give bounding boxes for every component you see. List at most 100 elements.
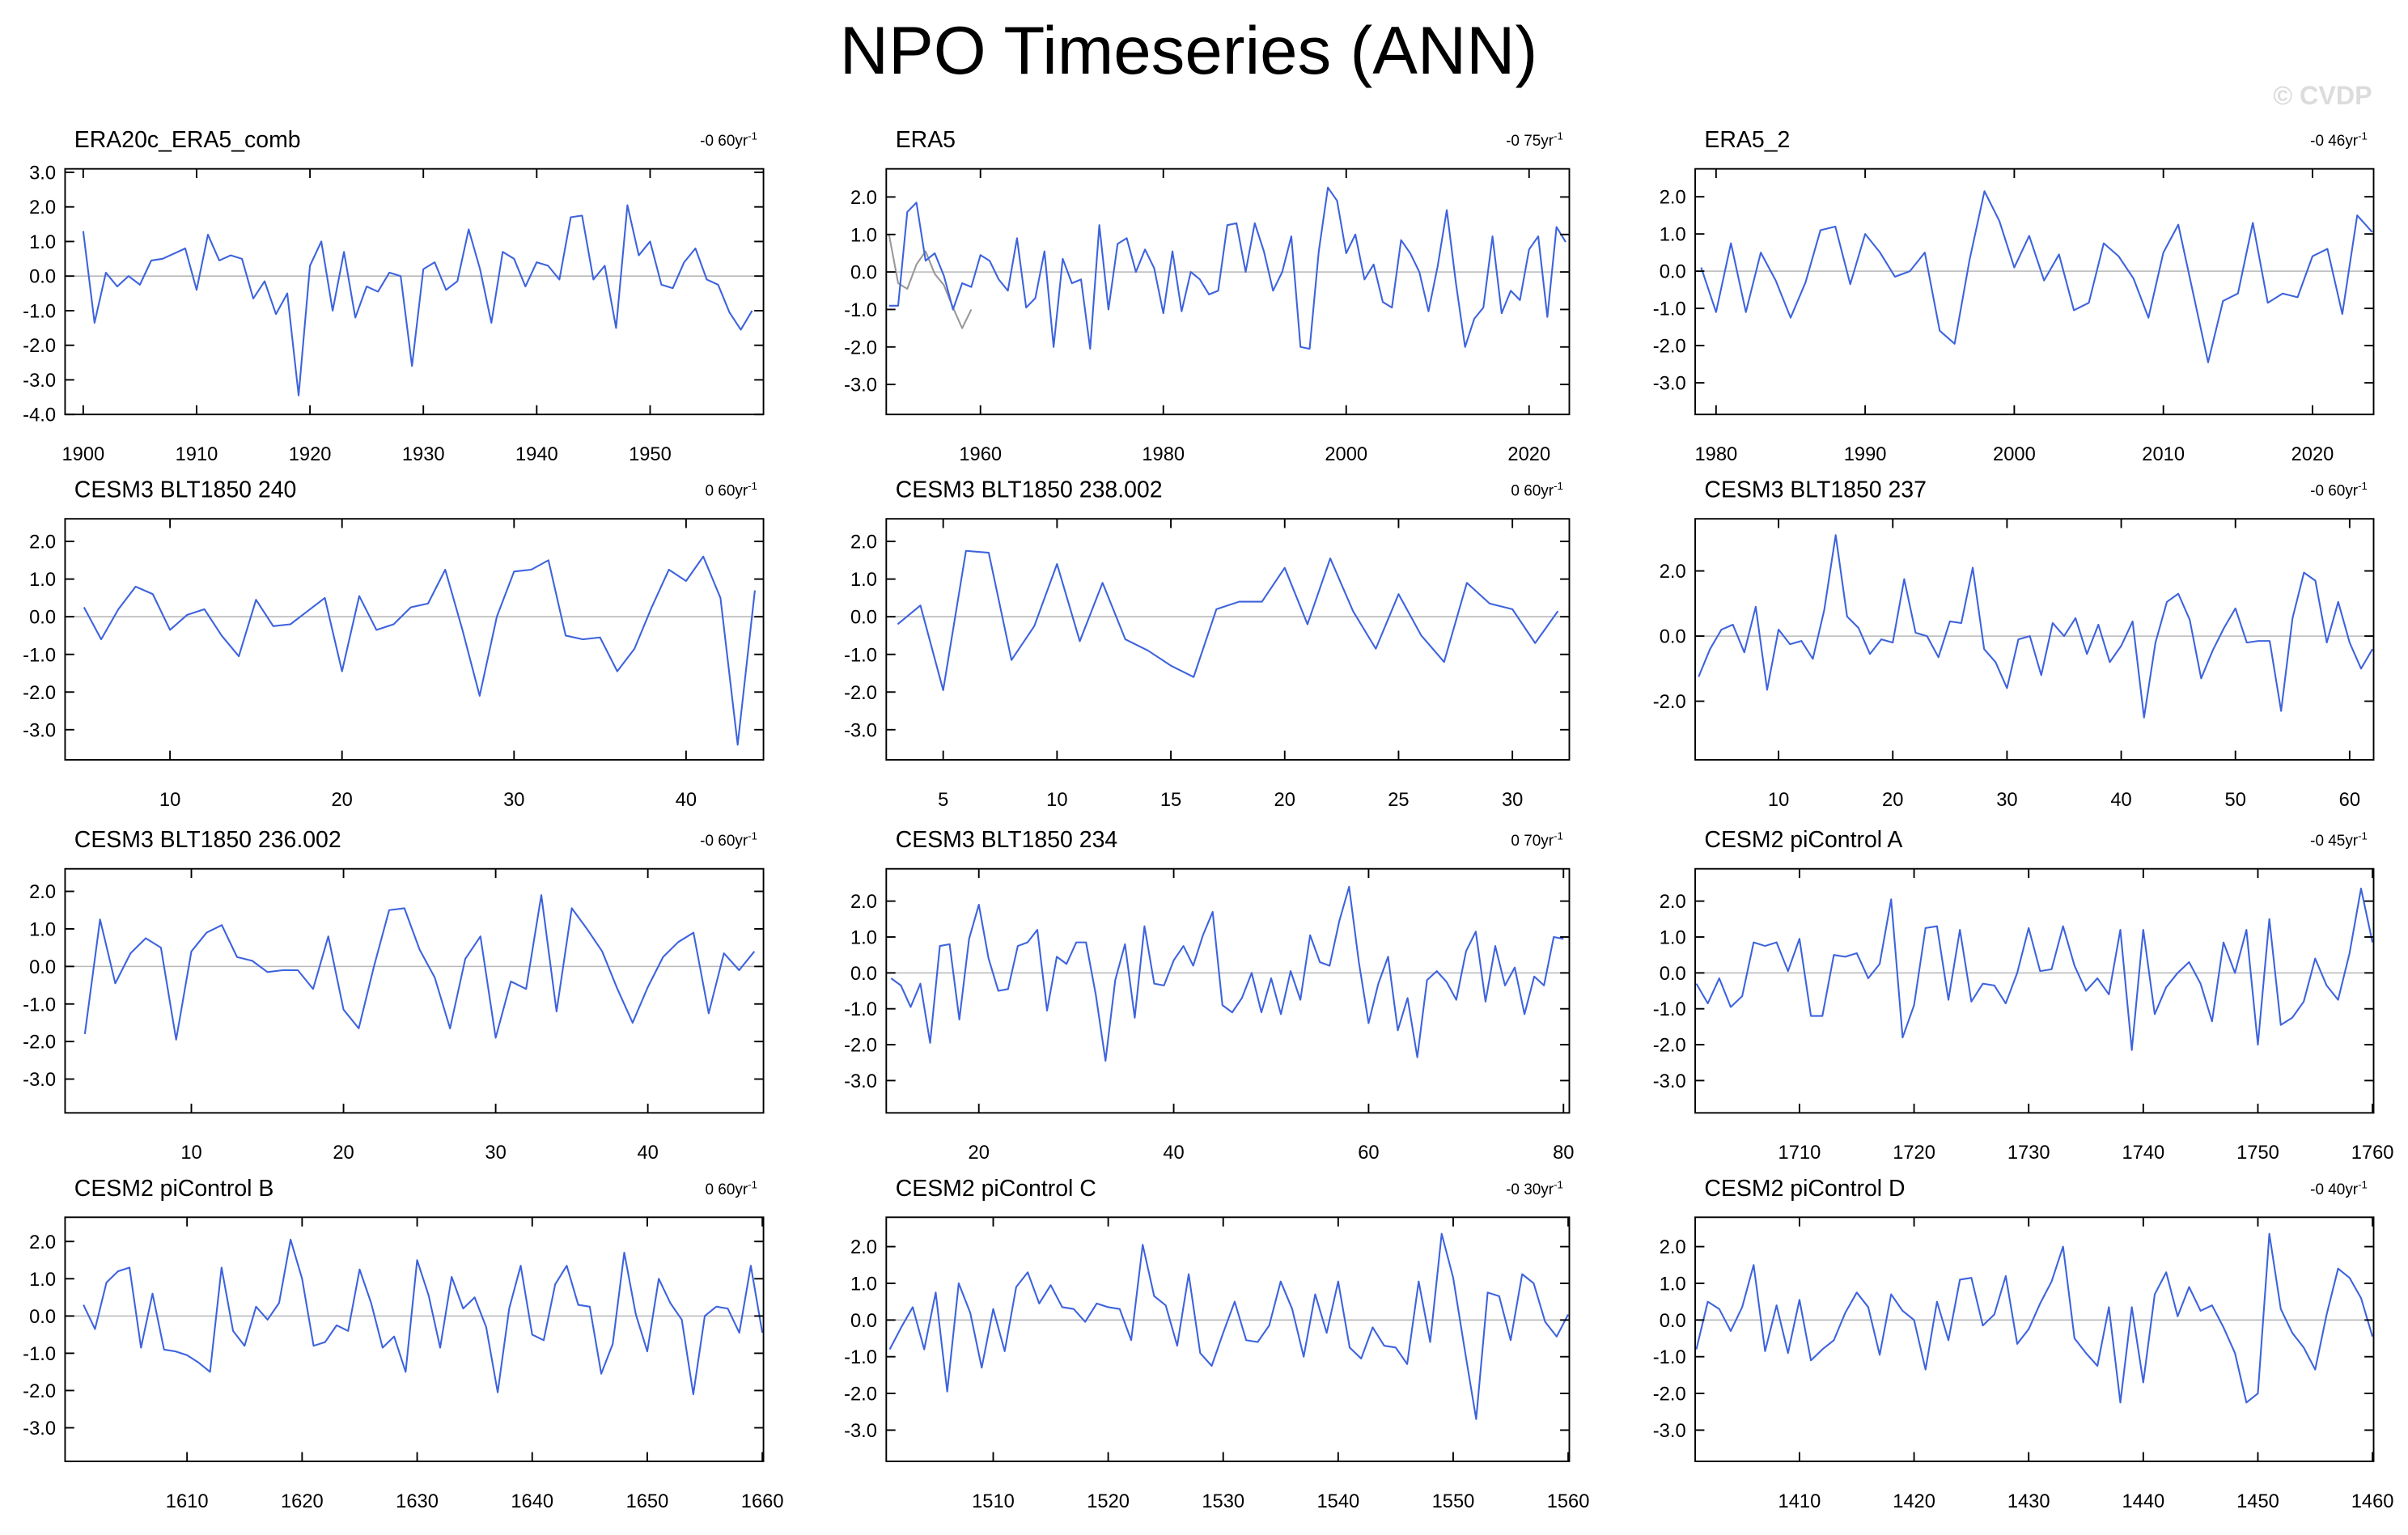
trend-exponent: -1	[1554, 830, 1563, 842]
trend-exponent: -1	[2358, 480, 2368, 492]
x-tick-label: 20	[1882, 790, 1903, 811]
figure-title: NPO Timeseries (ANN)	[840, 12, 1537, 88]
panel-title: ERA20c_ERA5_comb	[74, 127, 301, 153]
x-tick-label: 1630	[396, 1491, 439, 1512]
y-tick-label: -1.0	[844, 999, 877, 1020]
data-line	[897, 549, 1559, 691]
x-tick-label: 1450	[2236, 1491, 2279, 1512]
data-line	[82, 204, 753, 396]
x-tick-label: 1560	[1547, 1491, 1590, 1512]
x-tick-label: 2010	[2142, 444, 2185, 465]
x-tick-label: 1660	[741, 1491, 784, 1512]
trend-value: -0 30yr	[1506, 1181, 1554, 1198]
y-tick-label: 0.0	[29, 957, 56, 978]
y-tick-label: 2.0	[1660, 188, 1686, 209]
panel-title: CESM3 BLT1850 238.002	[896, 477, 1163, 503]
x-tick-label: 20	[969, 1143, 990, 1164]
plot-frame	[1694, 867, 2375, 1114]
trend-exponent: -1	[1554, 480, 1563, 492]
plot-frame	[64, 518, 765, 761]
trend-exponent: -1	[748, 1178, 757, 1190]
y-tick-label: -2.0	[1653, 692, 1686, 713]
x-tick-label: 1610	[166, 1491, 209, 1512]
data-line	[83, 894, 756, 1041]
y-tick-label: -2.0	[844, 683, 877, 704]
y-tick-label: -1.0	[844, 300, 877, 321]
y-tick-label: 0.0	[1660, 964, 1686, 985]
trend-value: -0 75yr	[1506, 133, 1554, 150]
y-tick-label: -1.0	[23, 645, 56, 666]
x-tick-label: 2000	[1993, 444, 2036, 465]
x-tick-label: 2000	[1325, 444, 1367, 465]
y-tick-label: -3.0	[23, 720, 56, 741]
y-tick-label: 0.0	[29, 1307, 56, 1328]
y-tick-label: 0.0	[1660, 627, 1686, 648]
y-tick-label: 2.0	[29, 197, 56, 218]
watermark: © CVDP	[2273, 81, 2372, 110]
x-tick-label: 1940	[515, 444, 558, 465]
panel-title: CESM2 piControl D	[1704, 1176, 1905, 1202]
plot-frame	[64, 867, 765, 1114]
x-tick-label: 1730	[2007, 1143, 2050, 1164]
x-tick-label: 1980	[1142, 444, 1185, 465]
trend-exponent: -1	[748, 130, 757, 142]
y-tick-label: -1.0	[23, 994, 56, 1016]
panel: CESM3 BLT1850 236.002 -0 60yr-1 2.0 1.0 0.0 -…	[23, 827, 765, 1164]
y-tick-label: 1.0	[29, 570, 56, 591]
y-tick-label: -2.0	[844, 1036, 877, 1057]
panel: CESM3 BLT1850 240 0 60yr-1 2.0 1.0 0.0 -1.0 -2…	[23, 477, 765, 811]
x-tick-label: 1740	[2122, 1143, 2164, 1164]
panel: CESM3 BLT1850 234 0 70yr-1 2.0 1.0 0.0 -1.0 -2…	[844, 827, 1574, 1164]
trend-exponent: -1	[748, 480, 757, 492]
plot-frame	[1694, 167, 2375, 416]
x-tick-label: 1460	[2351, 1491, 2394, 1512]
x-tick-label: 10	[1768, 790, 1789, 811]
x-tick-label: 40	[2110, 790, 2131, 811]
x-tick-label: 20	[332, 790, 353, 811]
trend-value: -0 46yr	[2310, 133, 2358, 150]
panel: ERA20c_ERA5_comb -0 60yr-1 3.0 2.0 1.0 0.0 -1.…	[23, 127, 765, 465]
y-tick-label: 1.0	[850, 1274, 877, 1295]
panel-title: CESM3 BLT1850 236.002	[74, 827, 341, 853]
trend-value: 0 60yr	[705, 1181, 748, 1198]
y-tick-label: 0.0	[850, 608, 877, 629]
trend-exponent: -1	[1554, 130, 1563, 142]
trend-value: 0 60yr	[1511, 483, 1554, 500]
x-tick-label: 1440	[2122, 1491, 2164, 1512]
trend-label: -0 45yr-1	[2310, 830, 2368, 850]
y-tick-label: -1.0	[844, 645, 877, 666]
y-tick-label: 1.0	[29, 232, 56, 253]
y-tick-label: 1.0	[850, 570, 877, 591]
y-tick-label: 1.0	[29, 1270, 56, 1291]
x-tick-label: 1410	[1778, 1491, 1821, 1512]
x-tick-label: 10	[159, 790, 180, 811]
data-line	[888, 234, 973, 329]
y-tick-label: -3.0	[1653, 1071, 1686, 1092]
panel-title: CESM3 BLT1850 240	[74, 477, 297, 503]
data-line	[1698, 534, 2374, 719]
y-tick-label: 2.0	[850, 1237, 877, 1258]
panel: CESM2 piControl C -0 30yr-1 2.0 1.0 0.0 -1.0 -…	[844, 1176, 1589, 1512]
x-tick-label: 5	[938, 790, 948, 811]
panel: CESM2 piControl B 0 60yr-1 2.0 1.0 0.0 -1.0 -2…	[23, 1176, 783, 1512]
x-tick-label: 60	[1358, 1143, 1379, 1164]
x-tick-label: 80	[1553, 1143, 1574, 1164]
trend-label: -0 30yr-1	[1506, 1178, 1563, 1198]
x-tick-label: 20	[333, 1143, 354, 1164]
y-tick-label: -2.0	[23, 1033, 56, 1054]
x-tick-label: 1750	[2236, 1143, 2279, 1164]
y-tick-label: -2.0	[1653, 337, 1686, 358]
x-tick-label: 30	[485, 1143, 506, 1164]
y-tick-label: 1.0	[1660, 225, 1686, 246]
x-tick-label: 50	[2225, 790, 2246, 811]
x-tick-label: 15	[1160, 790, 1181, 811]
data-line	[1695, 1232, 2374, 1404]
x-tick-label: 1910	[176, 444, 218, 465]
y-tick-label: -3.0	[1653, 374, 1686, 395]
x-tick-label: 40	[676, 790, 697, 811]
x-tick-label: 1710	[1778, 1143, 1821, 1164]
y-tick-label: 0.0	[850, 263, 877, 284]
y-tick-label: -2.0	[844, 337, 877, 358]
data-line	[890, 885, 1564, 1062]
y-tick-label: 2.0	[850, 892, 877, 913]
